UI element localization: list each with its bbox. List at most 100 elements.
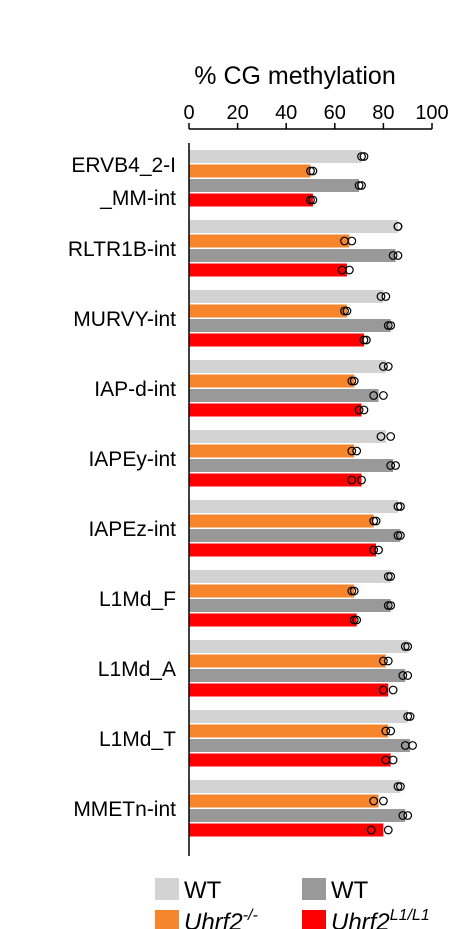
category-label: IAP-d-int (94, 378, 176, 401)
x-tick-label: 60 (324, 102, 346, 124)
bar (189, 234, 350, 248)
legend-swatch (155, 878, 179, 900)
data-point (379, 391, 388, 400)
data-point (396, 502, 405, 511)
legend-swatch (302, 878, 326, 900)
data-point (342, 306, 352, 316)
data-point (393, 502, 403, 511)
legend-label: Uhrf2L1/L1 (331, 907, 430, 929)
bar (189, 444, 355, 458)
data-point (388, 251, 398, 260)
bar (189, 374, 355, 388)
data-point (381, 292, 391, 301)
bars (189, 150, 411, 837)
data-point (388, 685, 398, 695)
bar (189, 543, 377, 557)
data-point (349, 615, 359, 625)
bar (189, 739, 411, 752)
bar (189, 360, 386, 373)
data-point (386, 432, 396, 441)
data-point (349, 586, 359, 596)
data-point (383, 362, 393, 371)
data-point (359, 152, 369, 161)
x-tick-label: 40 (275, 102, 297, 124)
data-point (374, 545, 383, 555)
data-point (369, 545, 379, 555)
data-point (340, 306, 349, 316)
data-point (386, 461, 396, 470)
data-point (386, 572, 396, 581)
data-point (308, 195, 318, 205)
bar (189, 529, 401, 542)
data-point (369, 516, 379, 526)
bar (189, 459, 394, 472)
data-point (398, 811, 408, 820)
data-point (347, 475, 357, 485)
data-point (352, 446, 362, 456)
data-point (347, 376, 357, 386)
legend-swatch (155, 910, 179, 929)
data-point (366, 825, 376, 835)
bar (189, 570, 391, 583)
bar (189, 164, 311, 178)
bar (189, 599, 391, 612)
chart-title: % CG methylation (194, 62, 395, 90)
data-point (369, 391, 379, 400)
data-point (386, 726, 396, 736)
bar (189, 403, 362, 417)
category-label: L1Md_T (99, 728, 176, 751)
data-point (371, 516, 381, 526)
data-point (354, 181, 364, 190)
data-point (306, 195, 315, 205)
bar (189, 220, 398, 233)
data-point (361, 335, 371, 345)
data-point (398, 671, 408, 680)
data-point (357, 181, 366, 190)
bar (189, 304, 347, 318)
category-label: RLTR1B-int (68, 238, 176, 261)
data-point (347, 586, 357, 596)
data-point (405, 712, 415, 721)
x-tick-label: 20 (226, 102, 248, 124)
data-point (403, 811, 413, 820)
data-point (359, 405, 369, 415)
x-tick-label: 100 (415, 102, 448, 124)
data-point (359, 335, 369, 345)
category-label: L1Md_A (98, 658, 176, 681)
bar (189, 780, 401, 793)
bar (189, 290, 384, 303)
data-point (369, 796, 379, 806)
data-point (403, 671, 413, 680)
x-axis: 0 20 40 60 80 100 (183, 102, 449, 130)
bar (189, 249, 396, 262)
bar (189, 473, 362, 487)
data-point (354, 405, 364, 415)
bar (189, 514, 374, 528)
bar (189, 333, 364, 347)
data-point (376, 432, 386, 441)
data-point (400, 642, 410, 651)
bar (189, 179, 360, 192)
data-point (393, 782, 403, 791)
legend-label: WT (331, 877, 369, 904)
data-point (386, 321, 396, 330)
bar (189, 710, 408, 723)
bar (189, 794, 379, 808)
data-point (352, 615, 362, 625)
data-point (306, 166, 315, 176)
legend-label: Uhrf2-/- (184, 907, 258, 929)
data-point (344, 265, 354, 275)
data-point (383, 321, 393, 330)
data-point (396, 782, 405, 791)
data-point (376, 292, 386, 301)
bar (189, 724, 389, 738)
legend-label: WT (184, 877, 222, 904)
bar (189, 683, 389, 697)
bar (189, 640, 408, 653)
data-point (357, 475, 366, 485)
bar (189, 263, 347, 277)
data-point (347, 446, 357, 456)
data-point (357, 152, 366, 161)
bar (189, 430, 386, 443)
